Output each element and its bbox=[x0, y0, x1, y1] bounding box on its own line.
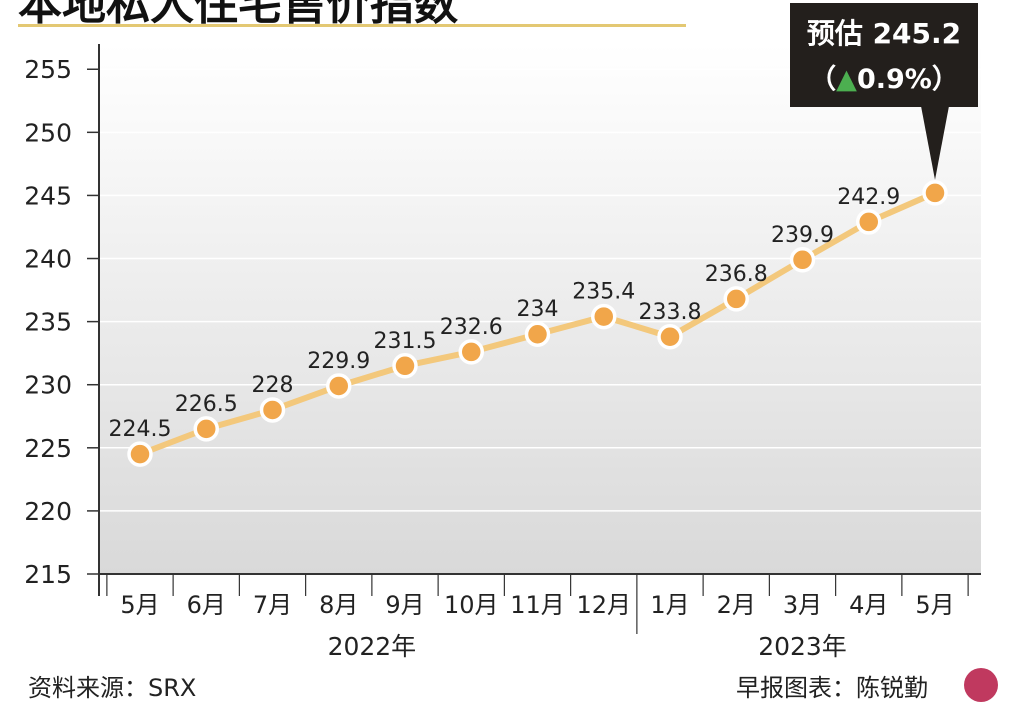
y-tick-label: 245 bbox=[24, 181, 72, 210]
callout-estimate: 预估 245.2 bbox=[807, 17, 961, 50]
source-note: 资料来源：SRX bbox=[28, 674, 197, 702]
data-point bbox=[657, 324, 683, 350]
y-tick-label: 255 bbox=[24, 55, 72, 84]
y-tick-label: 215 bbox=[24, 560, 72, 589]
data-point bbox=[856, 209, 882, 235]
chart-title-area: 本地私人住宅售价指数 bbox=[18, 0, 688, 28]
data-label: 231.5 bbox=[374, 329, 437, 354]
y-tick-label: 220 bbox=[24, 497, 72, 526]
data-point bbox=[591, 303, 617, 330]
callout-change-value: 0.9% bbox=[857, 64, 932, 95]
data-label: 239.9 bbox=[771, 223, 834, 248]
up-arrow-icon: ▲ bbox=[836, 64, 857, 95]
data-label: 233.8 bbox=[639, 300, 702, 325]
x-year-label: 2023年 bbox=[758, 632, 847, 661]
x-tick-label: 7月 bbox=[253, 591, 292, 619]
data-point bbox=[789, 247, 816, 273]
data-label: 229.9 bbox=[307, 349, 370, 374]
data-label: 224.5 bbox=[109, 417, 172, 442]
data-point bbox=[458, 339, 484, 365]
publisher-logo-icon bbox=[964, 668, 998, 702]
data-point bbox=[392, 353, 418, 379]
x-tick-label: 5月 bbox=[120, 591, 159, 619]
data-label: 232.6 bbox=[440, 315, 503, 340]
x-tick-label: 3月 bbox=[783, 591, 822, 619]
data-label: 226.5 bbox=[175, 392, 238, 417]
data-label: 235.4 bbox=[572, 280, 635, 305]
x-tick-label: 4月 bbox=[849, 591, 888, 619]
x-tick-label: 2月 bbox=[717, 591, 756, 619]
data-label: 234 bbox=[517, 297, 559, 322]
x-tick-label: 6月 bbox=[187, 591, 226, 619]
data-label: 236.8 bbox=[705, 262, 768, 287]
x-tick-label: 9月 bbox=[385, 591, 424, 619]
callout-box bbox=[790, 3, 978, 107]
title-underline bbox=[18, 24, 686, 27]
data-point bbox=[326, 373, 352, 399]
y-tick-label: 225 bbox=[24, 434, 72, 463]
x-tick-label: 5月 bbox=[915, 591, 954, 619]
x-year-label: 2022年 bbox=[328, 632, 417, 661]
x-tick-label: 11月 bbox=[510, 591, 565, 619]
data-label: 228 bbox=[252, 373, 294, 398]
x-tick-label: 1月 bbox=[650, 591, 689, 619]
data-label: 242.9 bbox=[837, 185, 900, 210]
y-tick-label: 250 bbox=[24, 118, 72, 147]
y-tick-label: 230 bbox=[24, 371, 72, 400]
callout-pointer bbox=[921, 106, 949, 180]
chart-svg: 215 220 225 230 235 240 245 250 255 5月 6月 7月 8月 9月 10… bbox=[24, 3, 981, 661]
callout-paren-close: ） bbox=[932, 64, 959, 95]
callout-change: （▲0.9%） bbox=[809, 64, 959, 95]
data-point bbox=[922, 180, 948, 206]
callout-paren-open: （ bbox=[809, 64, 836, 95]
data-point bbox=[723, 286, 749, 312]
data-point bbox=[127, 441, 153, 467]
chart-title: 本地私人住宅售价指数 bbox=[18, 0, 458, 28]
y-tick-label: 240 bbox=[24, 245, 72, 274]
x-tick-label: 8月 bbox=[319, 591, 358, 619]
data-point bbox=[259, 397, 286, 423]
credit-note: 早报图表：陈锐勤 bbox=[736, 674, 928, 702]
x-tick-label: 12月 bbox=[576, 591, 631, 619]
y-tick-label: 235 bbox=[24, 308, 72, 337]
x-tick-label: 10月 bbox=[444, 591, 499, 619]
data-point bbox=[193, 416, 219, 442]
data-point bbox=[524, 321, 551, 347]
